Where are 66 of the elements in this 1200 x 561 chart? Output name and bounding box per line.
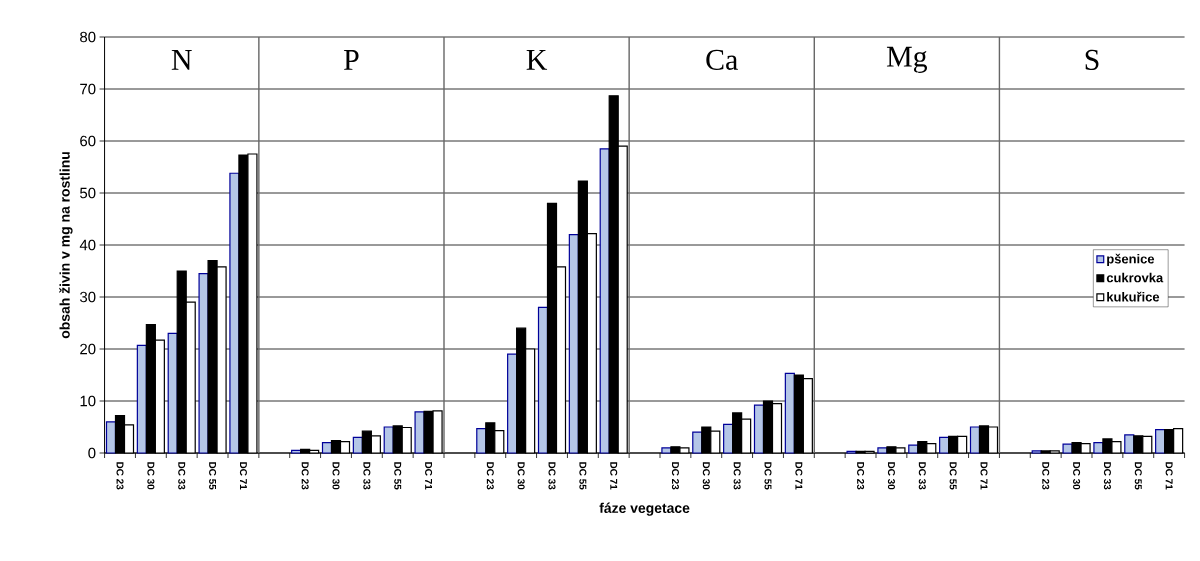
x-tick-label: DC 33 — [548, 462, 556, 490]
x-tick-label: DC 23 — [857, 462, 865, 490]
bar — [939, 436, 950, 454]
y-tick-label: 20 — [80, 343, 96, 355]
annotation: Ca — [706, 49, 738, 70]
y-tick-label: 40 — [79, 239, 96, 251]
bar — [908, 444, 919, 454]
x-tick-label: DC 55 — [1134, 462, 1142, 490]
y-tick-label: 30 — [79, 291, 96, 303]
x-tick-label: DC 33 — [1103, 462, 1111, 490]
bar — [969, 426, 981, 454]
x-tick-label: DC 71 — [425, 462, 433, 490]
x-tick-label: DC 33 — [918, 462, 926, 490]
y-tick-label: 60 — [80, 135, 96, 147]
x-tick-label: DC 23 — [671, 462, 679, 490]
x-tick-label: DC 71 — [1165, 462, 1173, 490]
bar — [383, 426, 394, 454]
x-tick-label: DC 30 — [887, 462, 895, 490]
x-tick-label: DC 55 — [209, 462, 217, 490]
x-tick-label: DC 71 — [795, 462, 803, 490]
x-tick-label: DC 33 — [363, 462, 371, 490]
x-tick-label: DC 33 — [178, 462, 186, 490]
annotation: Mg — [886, 46, 928, 73]
x-tick-label: DC 23 — [486, 462, 494, 490]
y-axis-title: obsah živin v mg na rostlinu — [59, 152, 73, 339]
legend-label: pšenice — [1107, 253, 1155, 267]
x-tick-label: DC 30 — [1073, 462, 1081, 490]
bar — [414, 411, 425, 454]
bar — [105, 421, 117, 454]
bar — [1124, 434, 1135, 454]
y-tick-label: 0 — [88, 447, 96, 459]
annotation: S — [1085, 49, 1099, 70]
bar — [1155, 429, 1166, 454]
bar — [352, 436, 363, 454]
bar — [877, 447, 888, 454]
bar — [1031, 450, 1042, 454]
y-tick-label: 10 — [80, 395, 96, 407]
bar — [661, 447, 672, 454]
legend-label: kukuřice — [1107, 291, 1160, 302]
bar — [291, 449, 302, 454]
bar — [321, 442, 333, 454]
y-tick-label: 80 — [80, 31, 96, 43]
x-tick-label: DC 55 — [949, 462, 957, 490]
x-tick-label: DC 30 — [147, 462, 155, 490]
x-tick-label: DC 23 — [301, 462, 309, 490]
legend-label: cukrovka — [1106, 272, 1164, 283]
x-tick-label: DC 33 — [733, 462, 741, 490]
x-tick-label: DC 71 — [239, 462, 247, 490]
y-tick-label: 50 — [80, 187, 96, 199]
annotation: N — [171, 50, 192, 70]
x-tick-label: DC 55 — [579, 462, 587, 490]
bar — [1093, 442, 1104, 454]
x-tick-label: DC 30 — [517, 462, 525, 490]
x-tick-label: DC 71 — [610, 462, 618, 490]
x-axis-title: fáze vegetace — [599, 502, 690, 516]
bar — [476, 427, 487, 454]
x-tick-label: DC 23 — [116, 462, 124, 490]
y-tick-label: 70 — [80, 83, 96, 95]
annotation: K — [526, 50, 548, 70]
annotation: P — [343, 50, 359, 70]
x-tick-label: DC 30 — [702, 462, 710, 490]
x-tick-label: DC 30 — [332, 462, 340, 490]
x-tick-label: DC 23 — [1042, 462, 1050, 490]
x-tick-label: DC 71 — [980, 462, 988, 490]
x-tick-label: DC 55 — [764, 462, 772, 490]
x-tick-label: DC 55 — [394, 462, 402, 490]
